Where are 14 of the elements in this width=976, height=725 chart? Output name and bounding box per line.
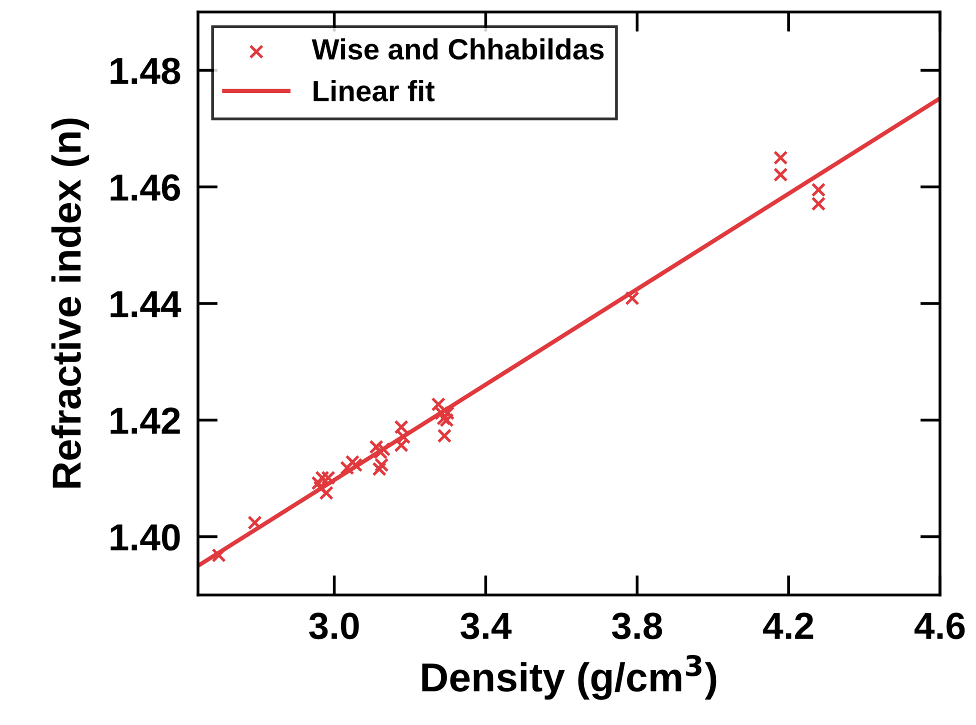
x-axis-title: Density (g/cm$^{3}$) — [422, 654, 716, 700]
y-tick-label: 1.46 — [110, 174, 180, 201]
legend-label: Wise and Chhabildas — [312, 38, 604, 60]
x-tick-label: 4.2 — [763, 612, 814, 639]
legend-label: Linear fit — [314, 80, 435, 102]
y-tick-label: 1.44 — [110, 291, 182, 318]
y-tick-label: 1.42 — [110, 408, 180, 434]
y-tick-label: 1.40 — [110, 524, 180, 551]
y-tick-label: 1.48 — [110, 58, 180, 84]
y-axis-title: Refractive index (n) — [51, 118, 89, 488]
x-tick-label: 4.6 — [914, 612, 965, 640]
x-tick-label: 3.0 — [309, 612, 359, 640]
x-tick-label: 3.8 — [612, 612, 662, 640]
x-tick-label: 3.4 — [460, 612, 512, 640]
